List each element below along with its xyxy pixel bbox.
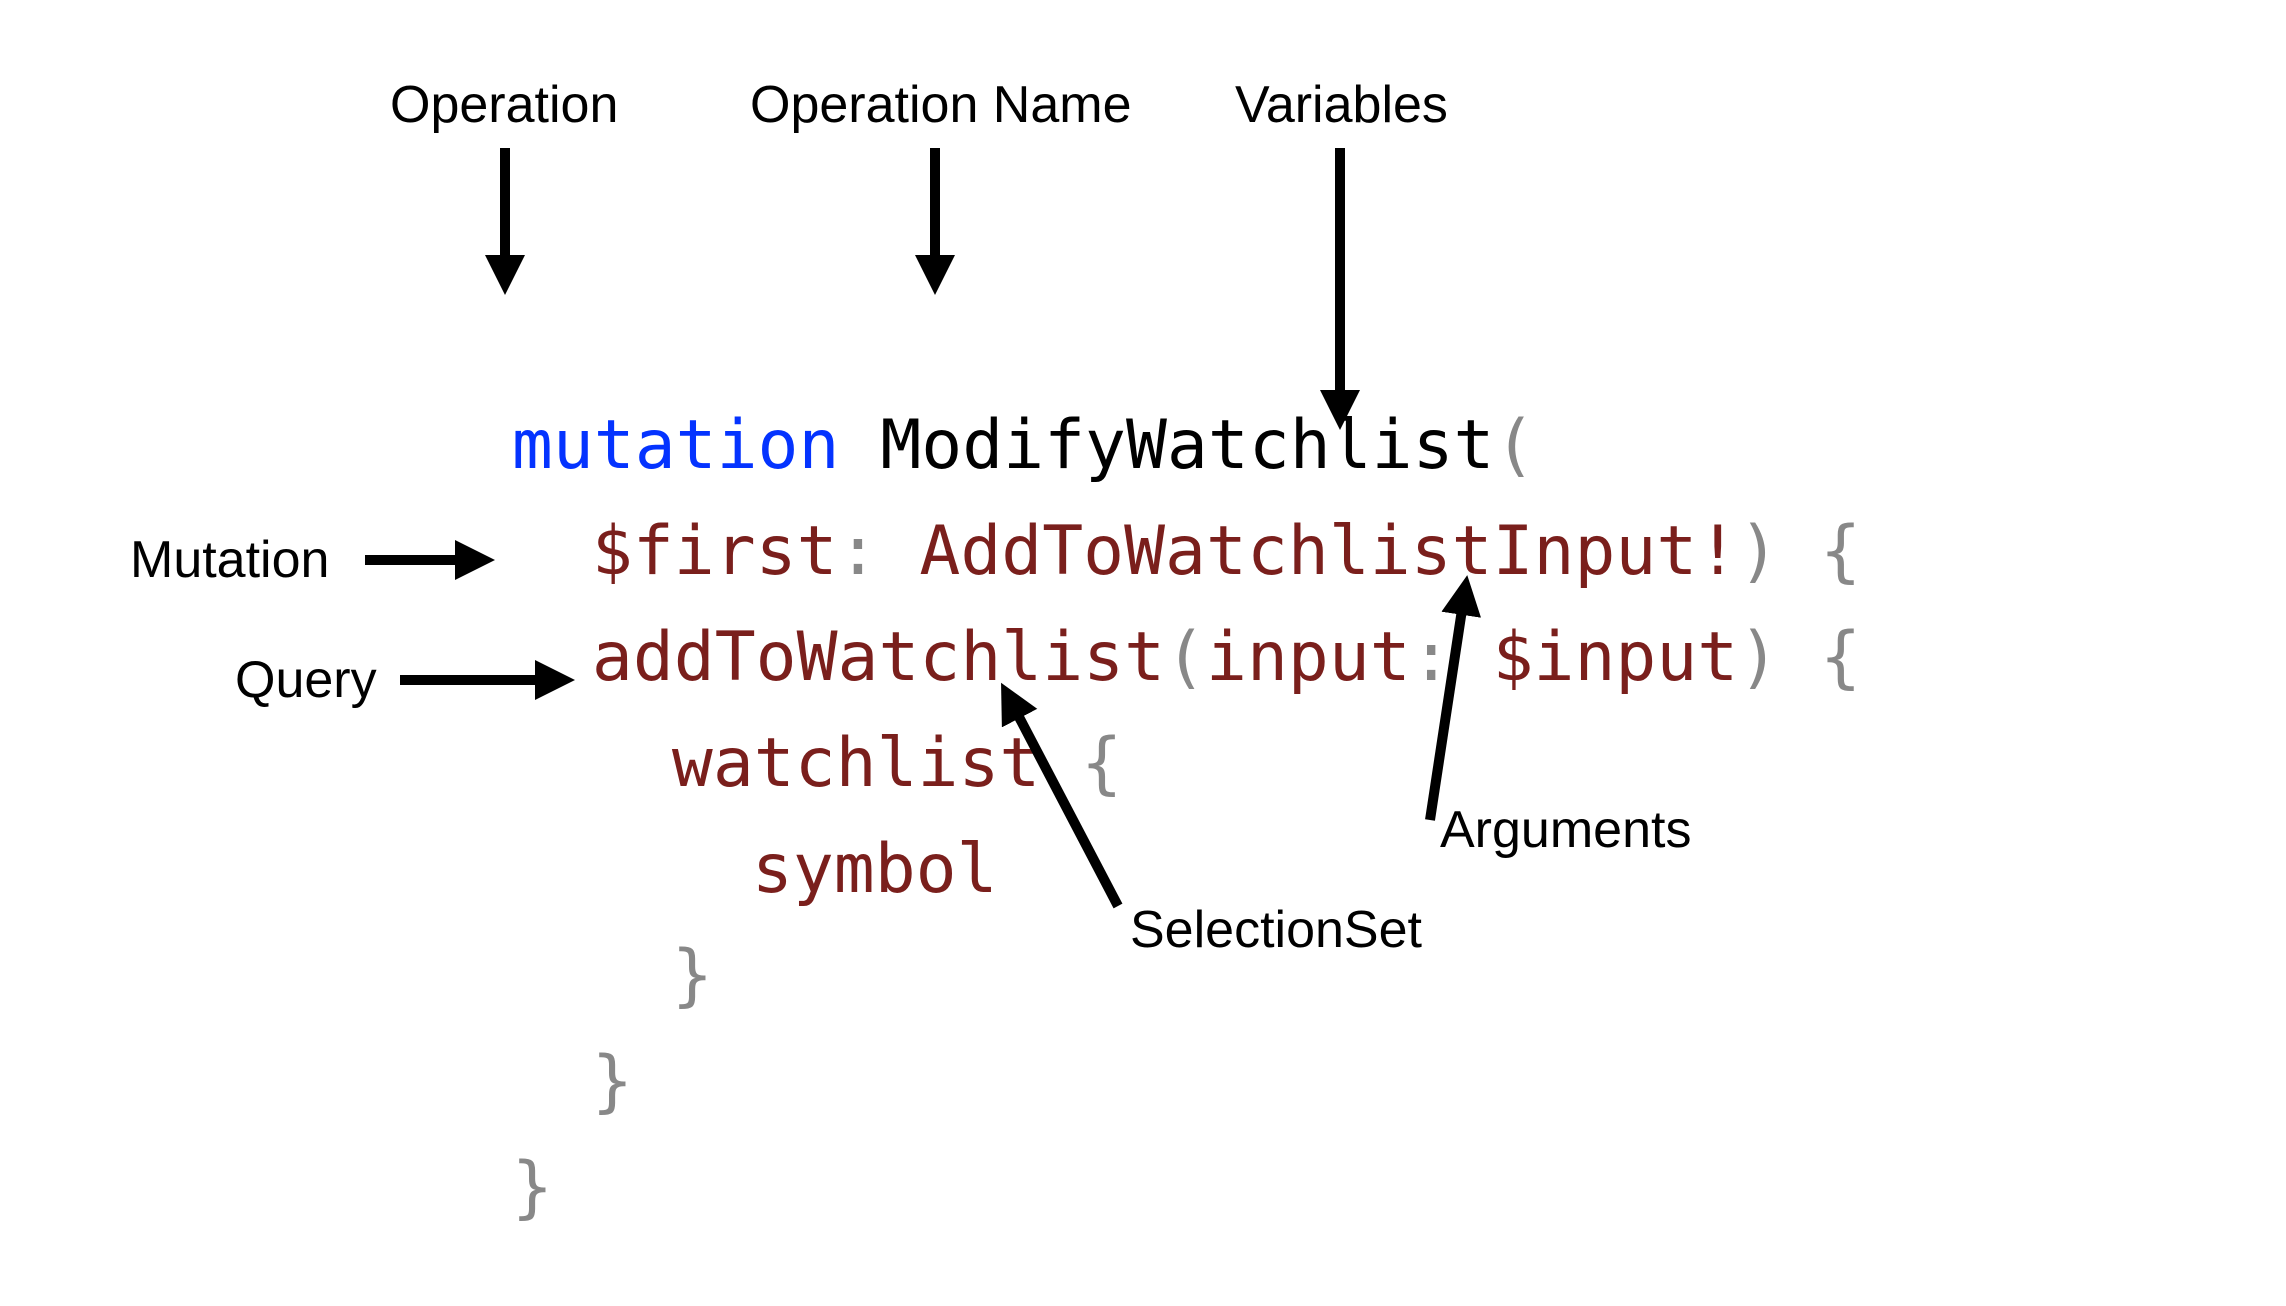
arrows-layer — [0, 0, 2286, 1306]
selection-set-arrow — [1008, 696, 1118, 906]
arguments-arrow — [1430, 590, 1465, 820]
